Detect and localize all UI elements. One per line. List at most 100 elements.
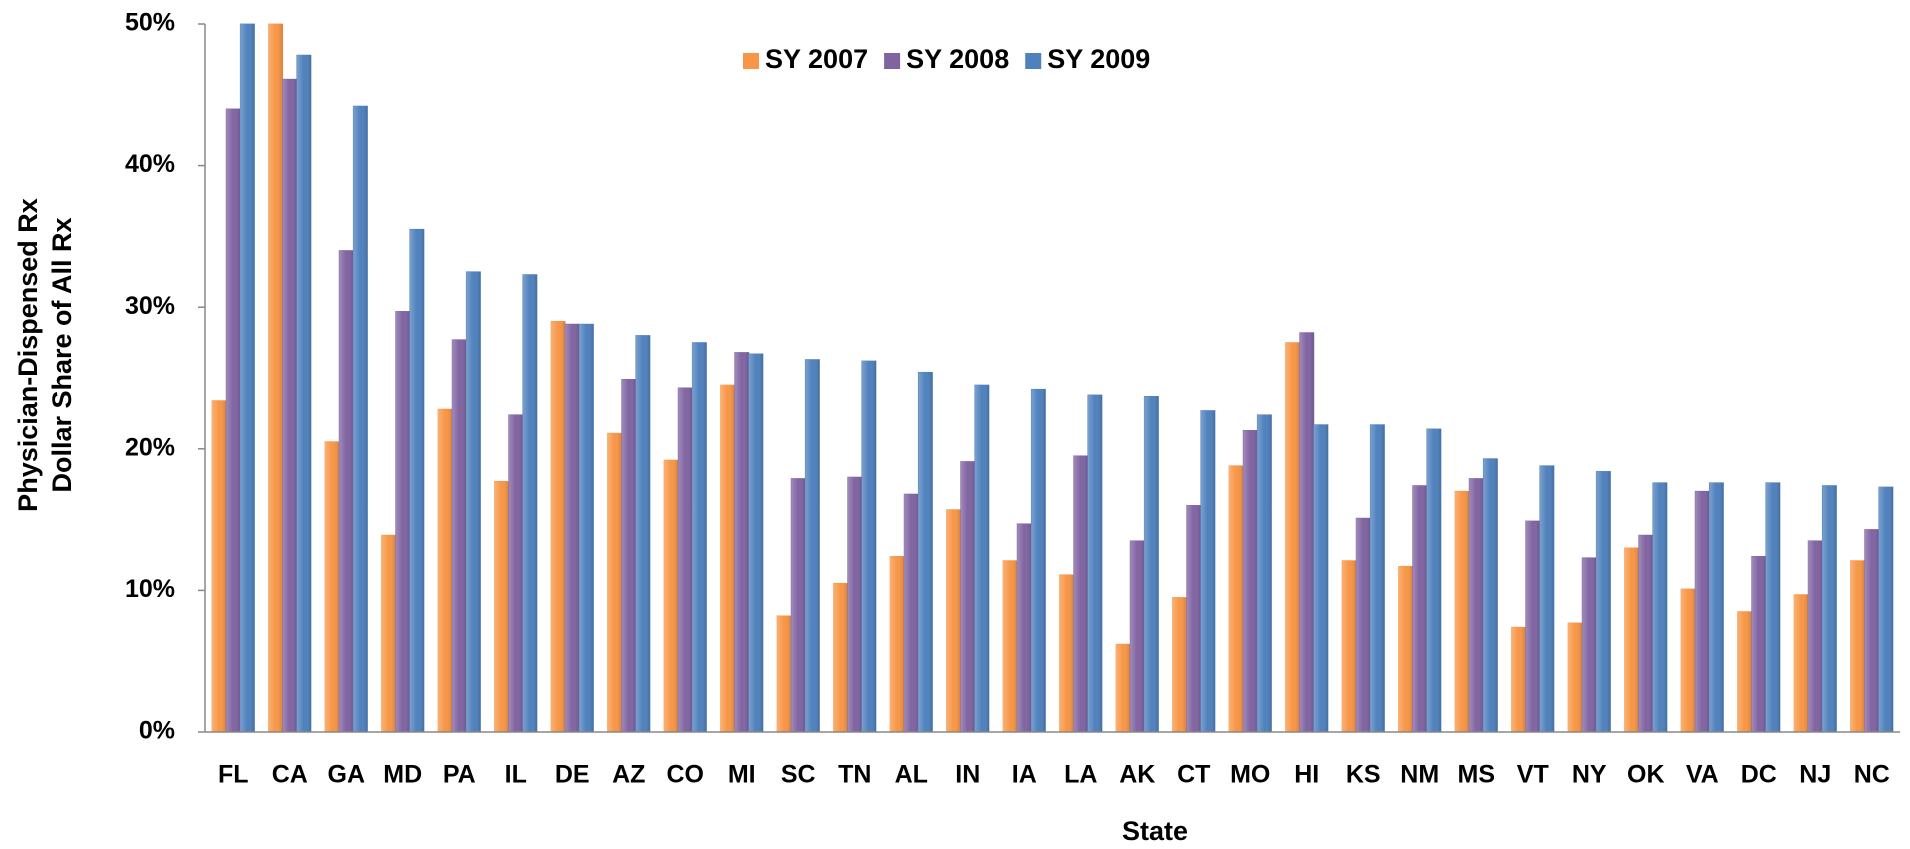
- legend-swatch: [884, 53, 901, 69]
- bar-shade: [296, 55, 311, 733]
- bar-shade: [1017, 523, 1032, 732]
- bar-shade: [847, 477, 862, 732]
- bar-shade: [1794, 594, 1809, 732]
- bar-shade: [1059, 574, 1074, 732]
- y-axis-title: Dollar Share of All Rx: [47, 217, 77, 492]
- bar-shade: [861, 361, 876, 732]
- y-tick-label: 0%: [139, 717, 175, 745]
- bar-shade: [438, 409, 453, 732]
- x-tick-label: CO: [667, 761, 705, 789]
- bar-shade: [1525, 521, 1540, 732]
- bar-shade: [508, 414, 523, 732]
- x-tick-label: GA: [328, 761, 366, 789]
- x-tick-label: HI: [1294, 761, 1319, 789]
- bar-shade: [805, 359, 820, 732]
- bar-shade: [791, 478, 806, 732]
- bar-shade: [890, 556, 905, 732]
- x-tick-label: DC: [1741, 761, 1777, 789]
- bar-shade: [904, 494, 919, 732]
- bar-shade: [1624, 547, 1639, 732]
- bar-shade: [1229, 465, 1244, 732]
- x-tick-label: CA: [272, 761, 308, 789]
- bar-shade: [1257, 414, 1272, 732]
- bar-shade: [1695, 491, 1710, 732]
- y-tick-label: 50%: [125, 9, 175, 37]
- legend-label: SY 2007: [765, 44, 868, 74]
- bar-shade: [381, 535, 396, 732]
- x-tick-label: NY: [1572, 761, 1607, 789]
- legend-swatch: [1025, 53, 1042, 69]
- x-tick-label: DE: [555, 761, 590, 789]
- bar-shade: [1116, 644, 1131, 732]
- x-tick-label: SC: [781, 761, 816, 789]
- bar-shade: [409, 229, 424, 732]
- bar-shade: [1751, 556, 1766, 732]
- bar-shade: [1412, 485, 1427, 732]
- bar-shade: [1596, 471, 1611, 732]
- bar-shade: [1313, 424, 1328, 732]
- y-tick-label: 20%: [125, 433, 175, 461]
- bar-shade: [1342, 560, 1357, 732]
- bar-shade: [1073, 455, 1088, 732]
- bar-shade: [579, 324, 594, 732]
- bar-shade: [1681, 588, 1696, 732]
- bar-shade: [1568, 622, 1583, 732]
- bar-shade: [353, 106, 368, 733]
- bar-shade: [1483, 458, 1498, 732]
- x-tick-label: IA: [1012, 761, 1037, 789]
- x-tick-label: PA: [443, 761, 476, 789]
- bar-shade: [1370, 424, 1385, 732]
- bar-shade: [1878, 487, 1893, 732]
- bar-shade: [1130, 540, 1145, 732]
- x-tick-label: VT: [1517, 761, 1549, 789]
- bar-shade: [1243, 430, 1258, 732]
- bar-shade: [777, 615, 792, 732]
- bar-shade: [1469, 478, 1484, 732]
- x-tick-label: LA: [1064, 761, 1097, 789]
- bar-shade: [240, 24, 255, 732]
- bar-shade: [268, 24, 283, 732]
- bar-shade: [1299, 332, 1314, 732]
- x-tick-label: VA: [1686, 761, 1719, 789]
- bar-shade: [974, 385, 989, 732]
- bar-shade: [1285, 342, 1300, 732]
- bar-shade: [522, 274, 537, 732]
- bar-shade: [1144, 396, 1159, 732]
- y-tick-label: 30%: [125, 292, 175, 320]
- bar-shade: [212, 400, 227, 732]
- bar-shade: [678, 387, 693, 732]
- bar-shade: [833, 583, 848, 732]
- x-axis-title: State: [1122, 816, 1188, 846]
- bar-shade: [1398, 566, 1413, 732]
- x-tick-label: FL: [218, 761, 249, 789]
- x-tick-label: MD: [383, 761, 422, 789]
- bar-shade: [466, 271, 481, 732]
- bar-shade: [1455, 491, 1470, 732]
- x-tick-label: TN: [838, 761, 871, 789]
- bar-shade: [1652, 482, 1667, 732]
- bar-shade: [494, 481, 509, 732]
- bar-shade: [1808, 540, 1823, 732]
- x-tick-label: AK: [1119, 761, 1155, 789]
- x-tick-label: MS: [1458, 761, 1496, 789]
- bar-shade: [664, 460, 679, 732]
- bar-shade: [1582, 557, 1597, 732]
- bar-shade: [1003, 560, 1018, 732]
- x-tick-label: MO: [1230, 761, 1270, 789]
- x-tick-label: AL: [895, 761, 928, 789]
- bar-shade: [692, 342, 707, 732]
- x-tick-label: AZ: [612, 761, 645, 789]
- bar-shade: [748, 353, 763, 732]
- bar-shade: [1200, 410, 1215, 732]
- bar-shade: [918, 372, 933, 732]
- bar-shade: [621, 379, 636, 732]
- bar-shade: [1709, 482, 1724, 732]
- y-tick-label: 40%: [125, 150, 175, 178]
- bar-shade: [1765, 482, 1780, 732]
- bar-shade: [1539, 465, 1554, 732]
- x-tick-label: IL: [505, 761, 527, 789]
- bar-shade: [226, 108, 241, 732]
- bar-shade: [1186, 505, 1201, 732]
